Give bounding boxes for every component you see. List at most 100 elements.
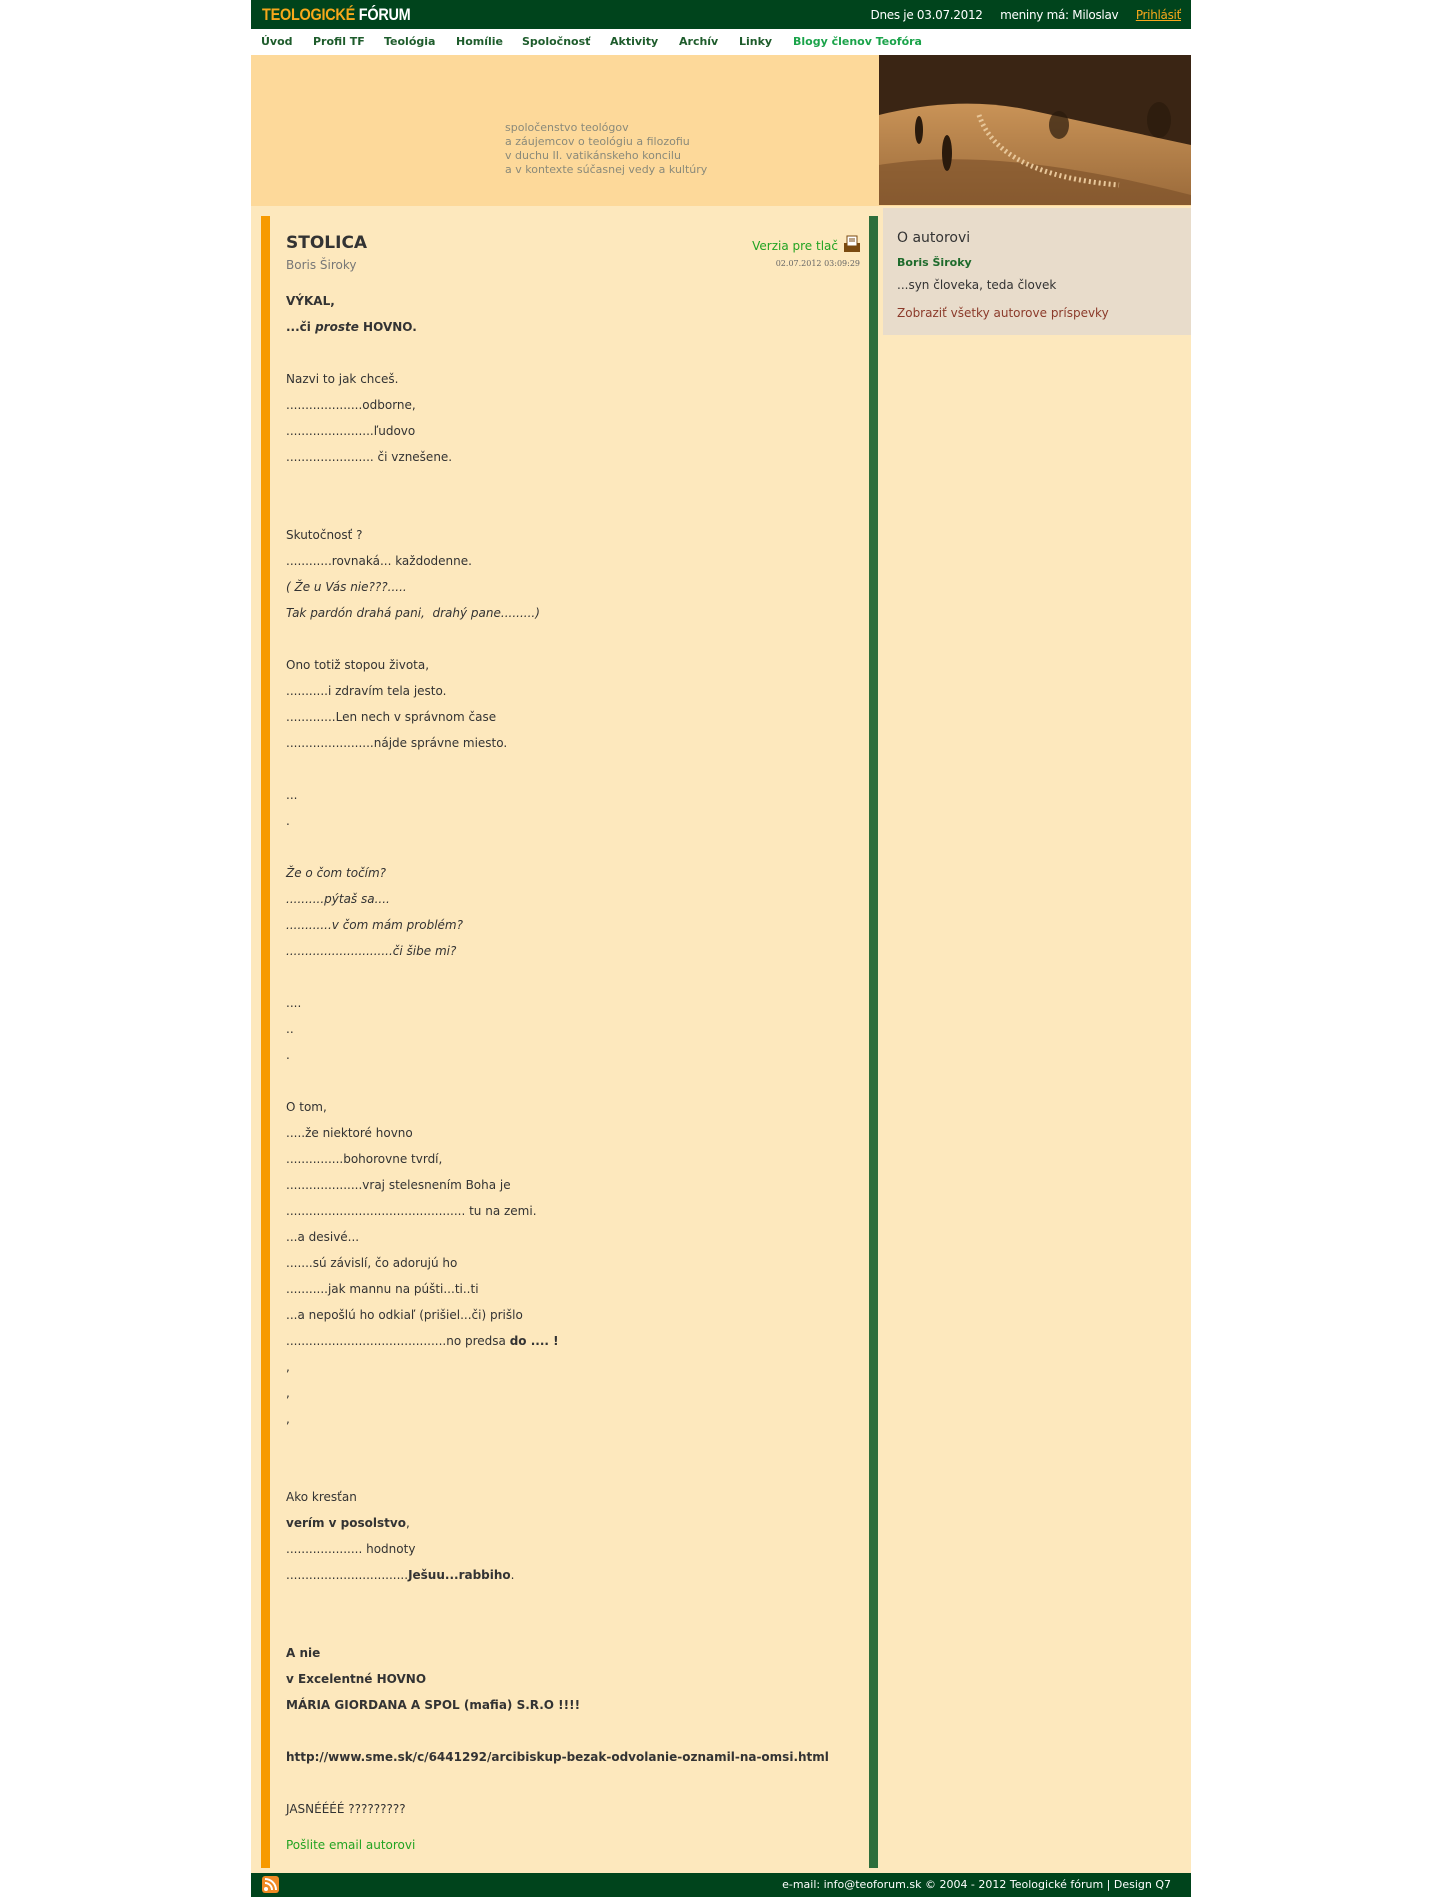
article-text: ................................: [286, 1568, 409, 1582]
nav-item-aktivity[interactable]: Aktivity: [610, 35, 659, 48]
all-posts-link[interactable]: Zobraziť všetky autorove príspevky: [897, 306, 1109, 320]
nav-item-teologia[interactable]: Teológia: [384, 35, 436, 48]
article-text: Skutočnosť ?: [286, 528, 363, 542]
article-blank-line: [286, 340, 856, 366]
article-line: ....................vraj stelesnením Boh…: [286, 1172, 856, 1198]
article-blank-line: [286, 1718, 856, 1744]
article-text: VÝKAL,: [286, 294, 335, 308]
article-text: ...a desivé...: [286, 1230, 360, 1244]
nav-item-linky[interactable]: Linky: [739, 35, 773, 48]
article-line: ........................................…: [286, 1198, 856, 1224]
article-text: ...či: [286, 320, 316, 334]
article-line: .: [286, 808, 856, 834]
article-text: proste: [315, 320, 359, 334]
top-bar: TEOLOGICKÉ FÓRUM Dnes je 03.07.2012 meni…: [251, 0, 1191, 29]
tagline-line: a v kontexte súčasnej vedy a kultúry: [505, 163, 708, 176]
article-line: ............v čom mám problém?: [286, 912, 856, 938]
article-line: Ono totiž stopou života,: [286, 652, 856, 678]
logo-part-2: FÓRUM: [358, 5, 411, 24]
banner-landscape-photo: [879, 55, 1191, 205]
article-text: O tom,: [286, 1100, 327, 1114]
article-blank-line: [286, 1432, 856, 1458]
article-line: ...............bohorovne tvrdí,: [286, 1146, 856, 1172]
nav-item-spolocnost[interactable]: Spoločnosť: [522, 35, 591, 48]
article-blank-line: [286, 1770, 856, 1796]
article-text: .: [286, 814, 290, 828]
article-text: ...............bohorovne tvrdí,: [286, 1152, 443, 1166]
article-text: Nazvi to jak chceš.: [286, 372, 399, 386]
article-line: VÝKAL,: [286, 288, 856, 314]
article-line: ...a desivé...: [286, 1224, 856, 1250]
article-text: ..: [286, 1022, 294, 1036]
article-line: ..........pýtaš sa....: [286, 886, 856, 912]
article-text: ............................či šibe mi?: [286, 944, 457, 958]
article-body: VÝKAL, ...či proste HOVNO. Nazvi to jak ch…: [286, 288, 856, 1822]
article-line: Že o čom točím?: [286, 860, 856, 886]
article-text: .: [286, 1048, 290, 1062]
article-text: Že o čom točím?: [286, 866, 387, 880]
email-author-link[interactable]: Pošlite email autorovi: [286, 1838, 416, 1852]
article-text: Ješuu...rabbiho: [408, 1568, 511, 1582]
article-blank-line: [286, 626, 856, 652]
article-text: ,: [286, 1360, 290, 1374]
article-line: verím v posolstvo,: [286, 1510, 856, 1536]
article-text: ....: [286, 996, 302, 1010]
article-text: Tak pardón drahá pani, drahý pane.......…: [286, 606, 540, 620]
article-line: ,: [286, 1406, 856, 1432]
footer-text: e-mail: info@teoforum.sk © 2004 - 2012 T…: [782, 1878, 1171, 1891]
article-text: ............v čom mám problém?: [286, 918, 463, 932]
article-text: .............Len nech v správnom čase: [286, 710, 497, 724]
sidebar-author-name[interactable]: Boris Široky: [897, 256, 972, 269]
article-text: ,: [286, 1412, 290, 1426]
article-text: .: [510, 1568, 515, 1582]
main-nav: Úvod Profil TF Teológia Homílie Spoločno…: [251, 29, 1191, 55]
article-text: do .... !: [509, 1334, 559, 1348]
article-blank-line: [286, 756, 856, 782]
top-info: Dnes je 03.07.2012 meniny má: Miloslav P…: [857, 8, 1182, 22]
tagline: spoločenstvo teológov a záujemcov o teol…: [505, 121, 707, 177]
article-text: .......sú závislí, čo adorujú ho: [286, 1256, 458, 1270]
nav-item-homilie[interactable]: Homílie: [456, 35, 503, 48]
article-line: ,: [286, 1380, 856, 1406]
nav-item-uvod[interactable]: Úvod: [261, 35, 293, 48]
logo-part-1: TEOLOGICKÉ: [262, 5, 355, 24]
article-text: ,: [286, 1386, 290, 1400]
banner: spoločenstvo teológov a záujemcov o teol…: [251, 55, 1191, 206]
article-text: JASNÉÉÉÉ ?????????: [286, 1802, 406, 1816]
article-line: A nie: [286, 1640, 856, 1666]
article-line: .................... hodnoty: [286, 1536, 856, 1562]
article-text: .................... hodnoty: [286, 1542, 416, 1556]
article-line: O tom,: [286, 1094, 856, 1120]
article-text: ,: [405, 1516, 410, 1530]
article-line: ................................Ješuu...…: [286, 1562, 856, 1588]
article-text: ............rovnaká... každodenne.: [286, 554, 472, 568]
sidebar-title: O autorovi: [897, 230, 971, 246]
page: TEOLOGICKÉ FÓRUM Dnes je 03.07.2012 meni…: [251, 0, 1191, 1897]
article-text: ........................................…: [286, 1334, 510, 1348]
article-line: .......................ľudovo: [286, 418, 856, 444]
article-text: ( Že u Vás nie???.....: [286, 580, 407, 594]
article-author[interactable]: Boris Široky: [286, 258, 357, 272]
login-link[interactable]: Prihlásiť: [1135, 8, 1181, 22]
nav-item-profil[interactable]: Profil TF: [313, 35, 365, 48]
article-text: MÁRIA GIORDANA A SPOL (mafia) S.R.O !!!!: [286, 1698, 581, 1712]
article-text: ...a nepošlú ho odkiaľ (prišiel...či) pr…: [286, 1308, 523, 1322]
column-divider-bar: [869, 216, 878, 1868]
print-version-link[interactable]: Verzia pre tlač: [752, 235, 861, 253]
article-line: .......sú závislí, čo adorujú ho: [286, 1250, 856, 1276]
article-text: ...........i zdravím tela jesto.: [286, 684, 447, 698]
article-line: .: [286, 1042, 856, 1068]
article-line: ....: [286, 990, 856, 1016]
rss-icon[interactable]: [262, 1876, 279, 1893]
article-line: MÁRIA GIORDANA A SPOL (mafia) S.R.O !!!!: [286, 1692, 856, 1718]
print-version-label: Verzia pre tlač: [752, 239, 838, 253]
article-text: ...: [286, 788, 298, 802]
nav-item-archiv[interactable]: Archív: [679, 35, 719, 48]
article-text: ..........pýtaš sa....: [286, 892, 390, 906]
article-text: Ono totiž stopou života,: [286, 658, 430, 672]
tagline-line: a záujemcov o teológiu a filozofiu: [505, 135, 690, 148]
article-text: A nie: [286, 1646, 321, 1660]
site-logo[interactable]: TEOLOGICKÉ FÓRUM: [262, 5, 411, 25]
nav-item-blogy[interactable]: Blogy členov Teofóra: [793, 35, 922, 48]
article-text: Ako kresťan: [286, 1490, 357, 1504]
